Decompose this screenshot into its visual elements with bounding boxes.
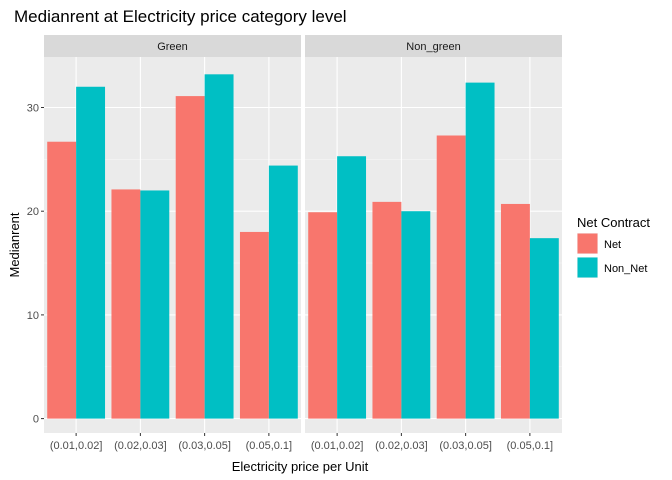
bar-green-non-net-3 [204, 74, 234, 419]
bar-non-green-net-4 [500, 203, 530, 419]
bar-non-green-net-2 [372, 201, 402, 419]
panel-green: Green (0.01,0.02] (0.02,0.03] (0.03,0.05] (0… [44, 35, 301, 452]
y-tick-label: 20 [27, 206, 39, 218]
bar-non-green-non-net-1 [337, 156, 367, 419]
y-tick-label: 0 [33, 414, 39, 426]
bar-non-green-non-net-2 [401, 211, 431, 419]
bar-green-non-net-4 [268, 165, 298, 419]
facet-strip-label: Non_green [406, 41, 460, 53]
chart-title: Medianrent at Electricity price category… [14, 7, 347, 26]
bar-non-green-non-net-3 [465, 82, 495, 419]
y-axis-title: Medianrent [7, 212, 22, 277]
legend: Net Contract Net Non_Net [577, 215, 650, 278]
legend-title: Net Contract [577, 215, 650, 230]
bar-non-green-non-net-4 [529, 238, 559, 419]
x-tick-label: (0.02,0.03] [114, 440, 167, 452]
bar-green-non-net-1 [76, 86, 106, 419]
bar-green-non-net-2 [140, 190, 170, 419]
bar-green-net-2 [111, 189, 141, 419]
x-tick-label: (0.05,0.1] [507, 440, 553, 452]
facet-strip-label: Green [157, 41, 188, 53]
bar-green-net-4 [239, 231, 269, 419]
facet-strip-green [44, 35, 301, 57]
x-tick-label: (0.01,0.02] [50, 440, 103, 452]
facet-panels: Green (0.01,0.02] (0.02,0.03] (0.03,0.05] (0… [27, 35, 562, 452]
x-tick-label: (0.05,0.1] [246, 440, 292, 452]
bar-green-net-1 [47, 141, 77, 419]
bar-green-net-3 [175, 96, 205, 419]
bar-non-green-net-1 [308, 212, 338, 419]
x-tick-label: (0.03,0.05] [178, 440, 231, 452]
y-tick-label: 10 [27, 310, 39, 322]
x-tick-label: (0.02,0.03] [375, 440, 428, 452]
legend-label-non-net: Non_Net [604, 263, 647, 275]
legend-key-non-net [577, 257, 598, 278]
legend-label-net: Net [604, 239, 621, 251]
x-tick-label: (0.01,0.02] [311, 440, 364, 452]
x-axis-title: Electricity price per Unit [232, 459, 369, 474]
panel-non-green: Non_green (0.01,0.02] (0.02,0.03] (0.03,0.0… [305, 35, 562, 452]
legend-key-net [577, 233, 598, 254]
facet-strip-non-green [305, 35, 562, 57]
y-axis: 0 10 20 30 [27, 103, 44, 426]
y-tick-label: 30 [27, 103, 39, 115]
x-tick-label: (0.03,0.05] [439, 440, 492, 452]
bar-non-green-net-3 [436, 135, 466, 419]
